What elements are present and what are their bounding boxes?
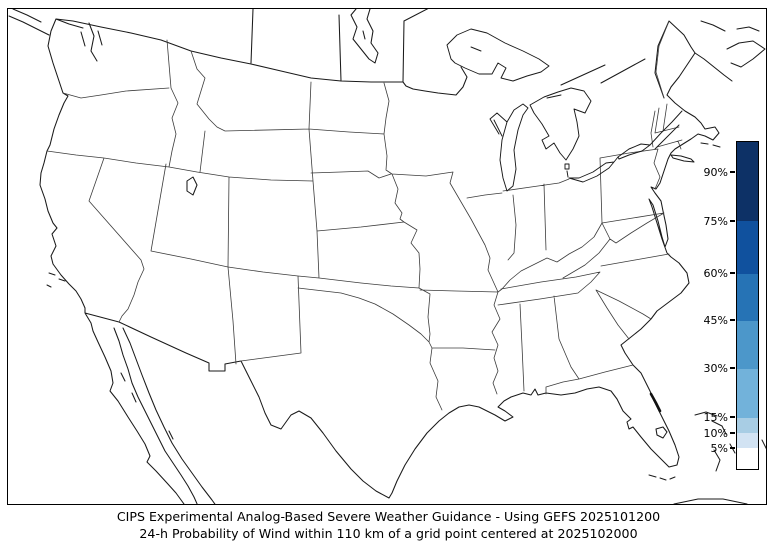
map-frame [7, 8, 767, 505]
colorbar-segment-0-5 [737, 448, 758, 469]
colorbar-tick [730, 367, 735, 369]
colorbar-tick [730, 432, 735, 434]
colorbar-segment-30-45 [737, 321, 758, 369]
figure-caption: CIPS Experimental Analog-Based Severe We… [0, 508, 777, 542]
colorbar-segment-75-100 [737, 142, 758, 221]
canaveral-barrier-mark [649, 392, 662, 413]
great-lakes-path [446, 28, 683, 192]
colorbar-label: 90% [703, 165, 728, 179]
colorbar-label: 5% [710, 441, 728, 455]
islands-path [46, 142, 766, 504]
colorbar-segment-60-75 [737, 221, 758, 274]
colorbar-segment-45-60 [737, 274, 758, 321]
colorbar-label: 45% [703, 313, 728, 327]
colorbar-tick [730, 416, 735, 418]
caption-line-2: 24-h Probability of Wind within 110 km o… [139, 526, 638, 541]
colorbar-tick [730, 272, 735, 274]
state-borders-path [46, 20, 683, 411]
colorbar-tick [730, 171, 735, 173]
probability-colorbar [736, 141, 759, 470]
conus-basemap [8, 9, 766, 504]
colorbar-label: 75% [703, 214, 728, 228]
colorbar-label: 15% [703, 410, 728, 424]
colorbar-segment-10-15 [737, 418, 758, 433]
colorbar-label: 60% [703, 266, 728, 280]
canada-features-path [8, 9, 766, 86]
colorbar-tick [730, 447, 735, 449]
caption-line-1: CIPS Experimental Analog-Based Severe We… [116, 509, 661, 524]
colorbar-segment-5-10 [737, 433, 758, 448]
colorbar-tick [730, 220, 735, 222]
colorbar-label: 30% [703, 361, 728, 375]
colorbar-tick [730, 319, 735, 321]
colorbar-segment-15-30 [737, 369, 758, 418]
colorbar-label: 10% [703, 426, 728, 440]
